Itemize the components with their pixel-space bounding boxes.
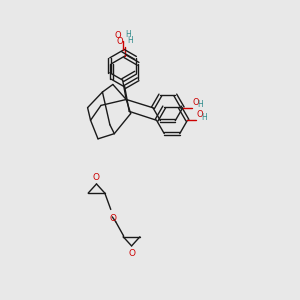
Text: H: H — [197, 100, 203, 109]
Text: O: O — [110, 214, 117, 223]
Text: O: O — [115, 31, 122, 40]
Text: O: O — [197, 110, 204, 119]
Text: O: O — [192, 98, 199, 106]
Text: O: O — [128, 249, 135, 258]
Text: H: H — [202, 113, 208, 122]
Text: H: H — [125, 30, 131, 39]
Text: H: H — [128, 36, 133, 45]
Text: O: O — [93, 173, 100, 182]
Text: O: O — [117, 37, 124, 46]
